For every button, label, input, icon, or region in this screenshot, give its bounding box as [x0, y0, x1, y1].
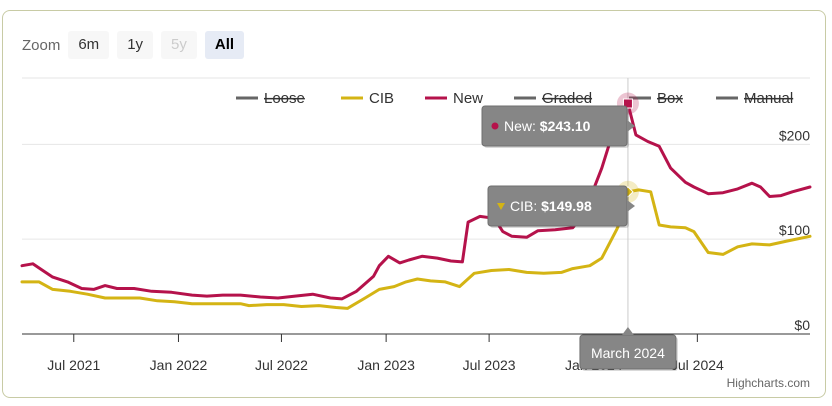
zoom-all-button[interactable]: All	[204, 31, 245, 59]
legend-item-graded[interactable]: Graded	[514, 90, 592, 107]
legend-item-box[interactable]: Box	[629, 90, 683, 107]
x-tick-label: Jul 2024	[671, 357, 724, 373]
legend-label: Manual	[744, 90, 793, 107]
x-tick-label: Jul 2023	[463, 357, 516, 373]
tooltip-text: New: $243.10	[504, 118, 591, 134]
legend-label: CIB	[369, 90, 394, 107]
tooltip-series-label: New:	[504, 118, 540, 134]
zoom-5y-button: 5y	[161, 31, 197, 59]
tooltip-cib: CIB: $149.98	[487, 185, 635, 228]
range-selector: Zoom 6m 1y 5y All	[22, 31, 252, 59]
chart-container	[2, 10, 826, 398]
legend-label: Loose	[264, 90, 305, 107]
legend-item-cib[interactable]: CIB	[341, 90, 394, 107]
y-tick-label: $200	[779, 127, 810, 143]
y-tick-label: $0	[794, 317, 810, 333]
x-tick-label: Jul 2022	[255, 357, 308, 373]
hover-marker-new	[622, 98, 633, 109]
y-tick-label: $100	[779, 222, 810, 238]
tooltip-pointer	[627, 120, 635, 132]
x-tick-label: Jan 2023	[357, 357, 415, 373]
tooltip-series-label: CIB:	[510, 198, 541, 214]
tooltip-new: New: $243.10	[481, 105, 635, 148]
legend-item-manual[interactable]: Manual	[716, 90, 793, 107]
zoom-1y-button[interactable]: 1y	[117, 31, 154, 59]
tooltip-date: March 2024	[579, 327, 678, 371]
zoom-6m-button[interactable]: 6m	[68, 31, 110, 59]
legend-label: New	[453, 90, 483, 107]
tooltip-value: $149.98	[541, 198, 592, 214]
legend-label: Box	[657, 90, 683, 107]
tooltip-symbol	[497, 203, 505, 210]
tooltip-value: $243.10	[540, 118, 591, 134]
series-line-cib	[20, 188, 812, 310]
tooltip-date-text: March 2024	[591, 345, 665, 361]
tooltip-text: CIB: $149.98	[510, 198, 592, 214]
series-line-new	[20, 102, 812, 301]
legend-item-new[interactable]: New	[425, 90, 483, 107]
highcharts-credits[interactable]: Highcharts.com	[727, 376, 810, 390]
zoom-label: Zoom	[22, 36, 61, 54]
tooltip-pointer	[621, 327, 634, 335]
tooltip-pointer	[627, 200, 635, 212]
legend-label: Graded	[542, 90, 592, 107]
x-tick-label: Jul 2021	[47, 357, 100, 373]
x-tick-label: Jan 2022	[150, 357, 208, 373]
tooltip-symbol	[491, 122, 499, 130]
legend-item-loose[interactable]: Loose	[236, 90, 305, 107]
